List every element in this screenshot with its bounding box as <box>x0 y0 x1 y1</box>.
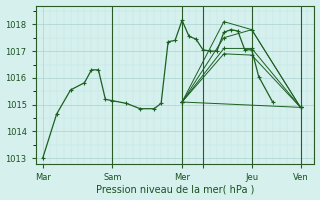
X-axis label: Pression niveau de la mer( hPa ): Pression niveau de la mer( hPa ) <box>96 184 254 194</box>
